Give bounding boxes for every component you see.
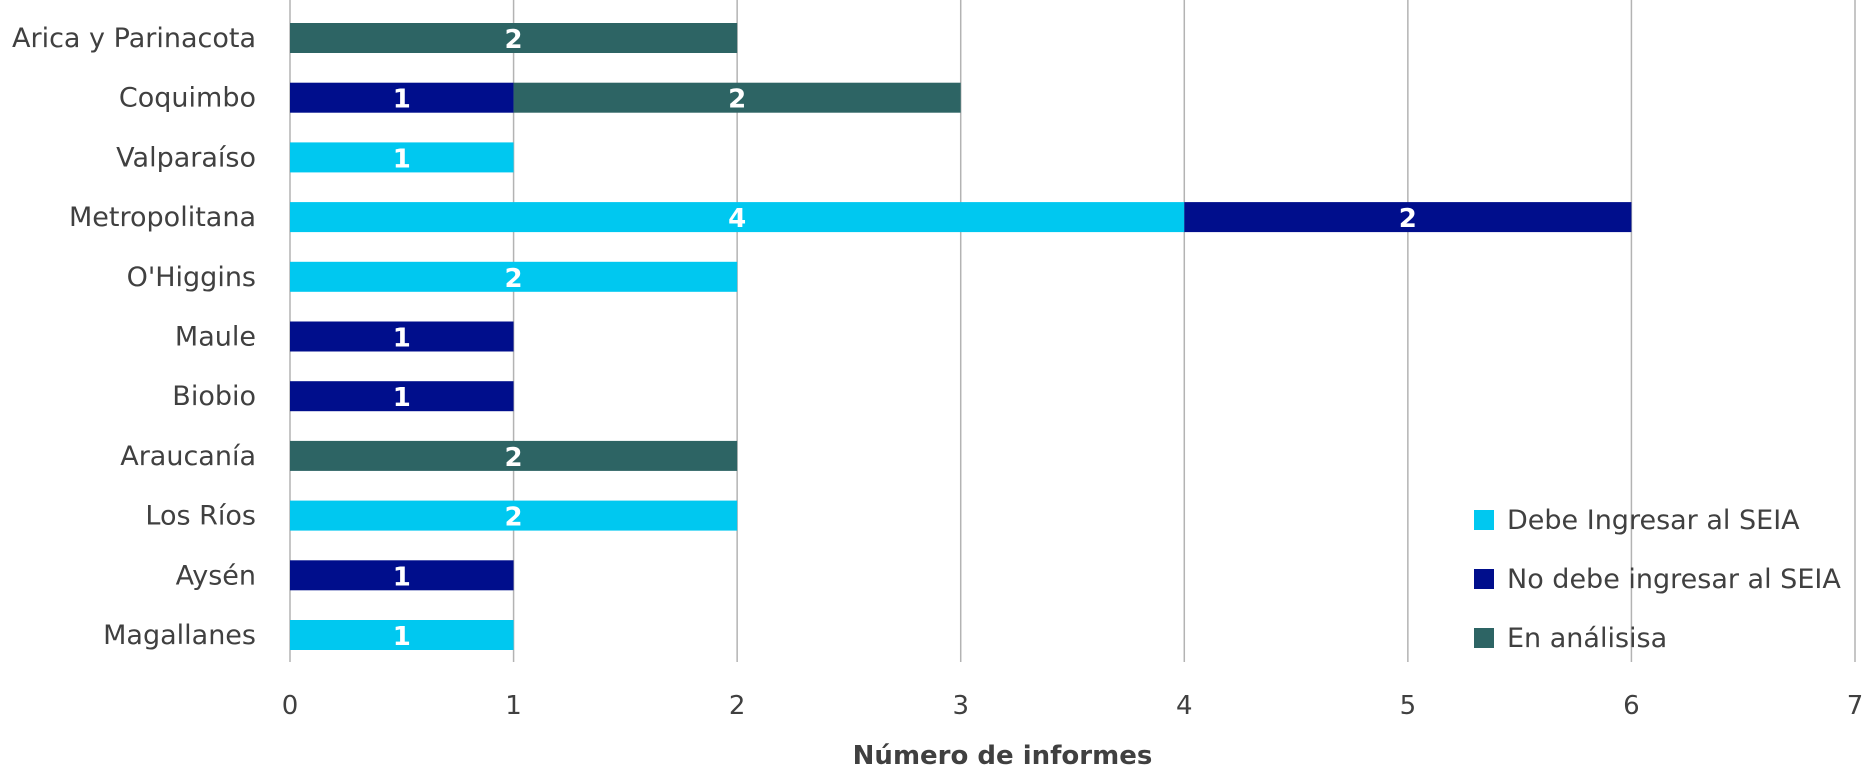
x-tick-label: 5 [1400,691,1417,721]
legend-swatch [1474,510,1494,530]
category-label: Metropolitana [69,202,256,233]
data-label: 1 [393,622,411,652]
legend-swatch [1474,569,1494,589]
x-tick-label: 7 [1847,691,1864,721]
data-label: 1 [393,383,411,413]
data-label: 1 [393,324,411,354]
x-tick-label: 0 [282,691,299,721]
data-label: 2 [728,85,746,115]
legend-label: En análisisa [1507,623,1667,654]
legend-label: No debe ingresar al SEIA [1507,564,1841,595]
data-label: 1 [393,144,411,174]
category-labels: Arica y Parinacota Coquimbo Valparaíso Metr… [12,23,256,651]
category-label: Biobio [172,381,256,412]
data-label: 2 [505,264,523,294]
data-labels: 2 1 2 1 4 2 2 1 1 2 2 1 1 [393,25,1417,652]
legend-swatch [1474,628,1494,648]
category-label: Coquimbo [119,83,256,114]
category-label: Valparaíso [116,142,256,173]
x-axis-title: Número de informes [853,741,1153,771]
x-tick-label: 2 [729,691,746,721]
data-label: 2 [505,25,523,55]
category-label: Aysén [176,560,256,591]
legend: Debe Ingresar al SEIA No debe ingresar al… [1474,505,1841,654]
data-label: 2 [505,503,523,533]
data-label: 1 [393,85,411,115]
data-label: 1 [393,562,411,592]
x-tick-labels: 0 1 2 3 4 5 6 7 [282,691,1864,721]
data-label: 4 [728,204,746,234]
category-label: Maule [175,322,256,353]
category-label: O'Higgins [127,262,256,293]
x-tick-label: 4 [1176,691,1193,721]
legend-label: Debe Ingresar al SEIA [1507,505,1800,536]
x-tick-label: 3 [952,691,969,721]
category-label: Magallanes [103,620,256,651]
category-label: Araucanía [120,441,256,472]
x-tick-label: 6 [1623,691,1640,721]
data-label: 2 [1399,204,1417,234]
x-tick-label: 1 [505,691,522,721]
data-label: 2 [505,443,523,473]
category-label: Los Ríos [145,501,256,532]
category-label: Arica y Parinacota [12,23,256,54]
